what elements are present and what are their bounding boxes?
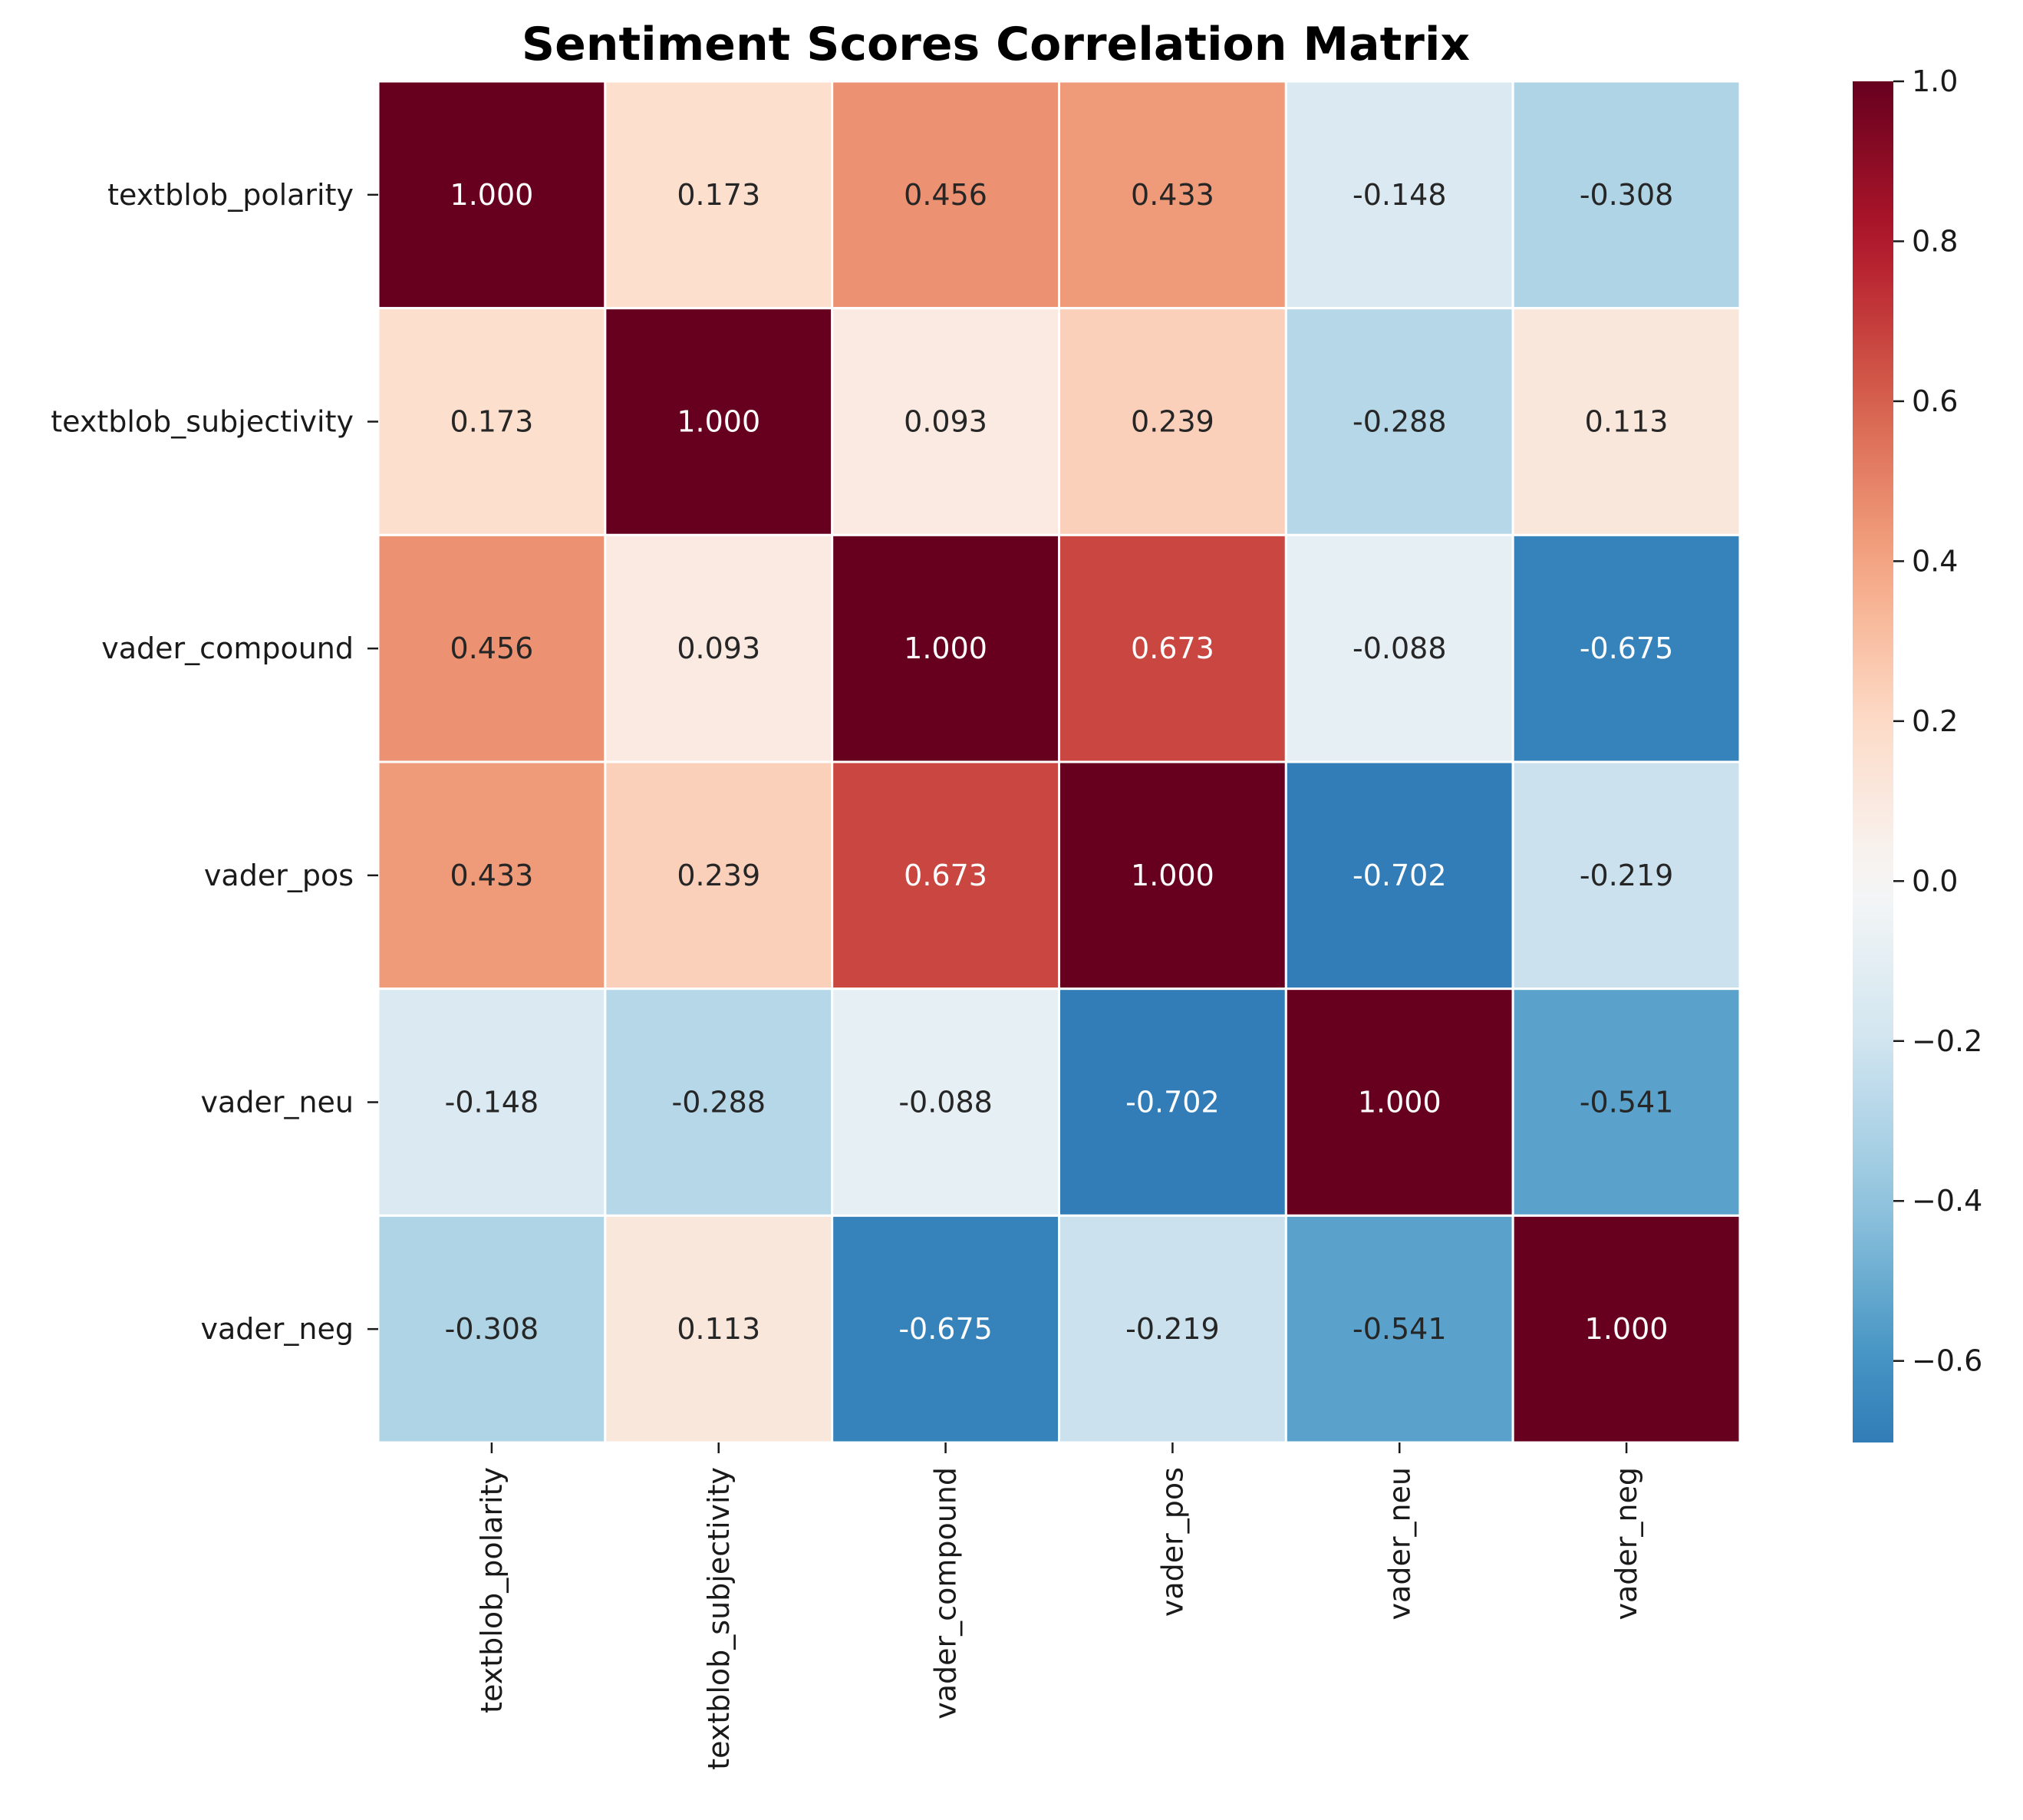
cell-value-label: 1.000 [677, 405, 760, 439]
cell-value-label: 0.456 [904, 178, 987, 212]
heatmap-cell [377, 760, 607, 991]
cell-value-label: -0.088 [1353, 631, 1447, 665]
cell-value-label: 0.093 [904, 405, 987, 439]
colorbar-gradient [1853, 81, 1893, 1442]
heatmap-cell [831, 987, 1060, 1217]
heatmap-cell [604, 80, 834, 310]
cell-value-label: 0.456 [450, 631, 534, 665]
cell-value-label: 0.113 [1585, 405, 1669, 439]
cell-value-label: -0.148 [1353, 178, 1447, 212]
cell-value-label: 0.093 [677, 631, 760, 665]
colorbar-tick-label: 0.8 [1912, 224, 1958, 258]
cell-value-label: -0.675 [898, 1312, 993, 1346]
cell-value-label: 0.673 [904, 859, 987, 892]
colorbar-tick-label: 1.0 [1912, 64, 1958, 98]
heatmap-cell [1058, 760, 1287, 991]
heatmap-cell [1511, 307, 1741, 536]
cell-value-label: 1.000 [1358, 1086, 1441, 1119]
cell-value-label: 0.673 [1131, 631, 1214, 665]
column-labels: textblob_polarity textblob_subjectivity va… [475, 1442, 1643, 1770]
colorbar-tick-label: 0.2 [1912, 704, 1958, 738]
heatmap-cell [604, 760, 834, 991]
colorbar-tick-label: 0.4 [1912, 544, 1958, 578]
cell-value-label: -0.288 [1353, 405, 1447, 439]
column-tick-label: textblob_subjectivity [702, 1467, 736, 1770]
column-tick-label: textblob_polarity [475, 1467, 509, 1713]
row-tick-label: textblob_polarity [107, 178, 354, 212]
heatmap-cells: 1.000 0.173 0.456 0.433 -0.148 -0.308 0.173 1.0… [377, 80, 1741, 1444]
cell-value-label: -0.308 [1580, 178, 1674, 212]
colorbar-tick-label: −0.6 [1912, 1344, 1982, 1378]
colorbar-tick-label: −0.4 [1912, 1184, 1982, 1218]
heatmap-cell [1058, 987, 1287, 1217]
row-tick-label: vader_compound [101, 631, 354, 665]
heatmap-cell [1284, 987, 1514, 1217]
heatmap-cell [604, 533, 834, 763]
heatmap-cell [377, 533, 607, 763]
cell-value-label: -0.219 [1125, 1312, 1220, 1346]
heatmap-cell [1058, 80, 1287, 310]
cell-value-label: -0.219 [1580, 859, 1674, 892]
row-tick-label: vader_neu [201, 1086, 354, 1119]
column-tick-label: vader_neg [1610, 1467, 1643, 1620]
cell-value-label: 0.113 [677, 1312, 760, 1346]
cell-value-label: -0.088 [898, 1086, 993, 1119]
heatmap-cell [1284, 1214, 1514, 1444]
cell-value-label: 0.239 [1131, 405, 1214, 439]
heatmap-cell [377, 987, 607, 1217]
heatmap-cell [377, 80, 607, 310]
cell-value-label: 0.433 [450, 859, 534, 892]
cell-value-label: 1.000 [1131, 859, 1214, 892]
row-tick-label: textblob_subjectivity [51, 405, 354, 439]
cell-value-label: -0.148 [445, 1086, 539, 1119]
heatmap-cell [1511, 533, 1741, 763]
heatmap-cell [377, 1214, 607, 1444]
colorbar: 1.0 0.8 0.6 0.4 0.2 0.0 −0.2 −0.4 −0.6 [1853, 64, 1982, 1442]
cell-value-label: -0.675 [1580, 631, 1674, 665]
cell-value-label: -0.702 [1353, 859, 1447, 892]
colorbar-tick-label: 0.0 [1912, 864, 1958, 898]
heatmap-cell [831, 533, 1060, 763]
cell-value-label: 0.433 [1131, 178, 1214, 212]
cell-value-label: 0.173 [450, 405, 534, 439]
heatmap-cell [1511, 80, 1741, 310]
row-tick-label: vader_pos [204, 859, 354, 892]
heatmap-cell [1511, 760, 1741, 991]
cell-value-label: -0.308 [445, 1312, 539, 1346]
cell-value-label: 0.239 [677, 859, 760, 892]
colorbar-tick-label: 0.6 [1912, 384, 1958, 418]
heatmap-cell [1058, 307, 1287, 536]
chart-title: Sentiment Scores Correlation Matrix [522, 18, 1470, 71]
cell-value-label: -0.702 [1125, 1086, 1220, 1119]
cell-value-label: 1.000 [904, 631, 987, 665]
cell-value-label: -0.541 [1353, 1312, 1447, 1346]
heatmap-cell [1511, 987, 1741, 1217]
column-tick-label: vader_compound [929, 1467, 963, 1719]
heatmap-cell [831, 760, 1060, 991]
cell-value-label: 0.173 [677, 178, 760, 212]
heatmap-cell [1284, 80, 1514, 310]
cell-value-label: -0.541 [1580, 1086, 1674, 1119]
row-labels: textblob_polarity textblob_subjectivityva… [51, 178, 378, 1346]
column-tick-label: vader_pos [1155, 1467, 1189, 1617]
cell-value-label: 1.000 [450, 178, 534, 212]
heatmap-cell [1284, 533, 1514, 763]
heatmap-cell [1511, 1214, 1741, 1444]
heatmap-cell [1284, 760, 1514, 991]
column-tick-label: vader_neu [1382, 1467, 1416, 1620]
heatmap-cell [831, 80, 1060, 310]
heatmap-cell [604, 307, 834, 536]
colorbar-tick-label: −0.2 [1912, 1024, 1982, 1058]
cell-value-label: 1.000 [1585, 1312, 1669, 1346]
heatmap-cell [1058, 533, 1287, 763]
row-tick-label: vader_neg [201, 1312, 354, 1346]
cell-value-label: -0.288 [672, 1086, 766, 1119]
